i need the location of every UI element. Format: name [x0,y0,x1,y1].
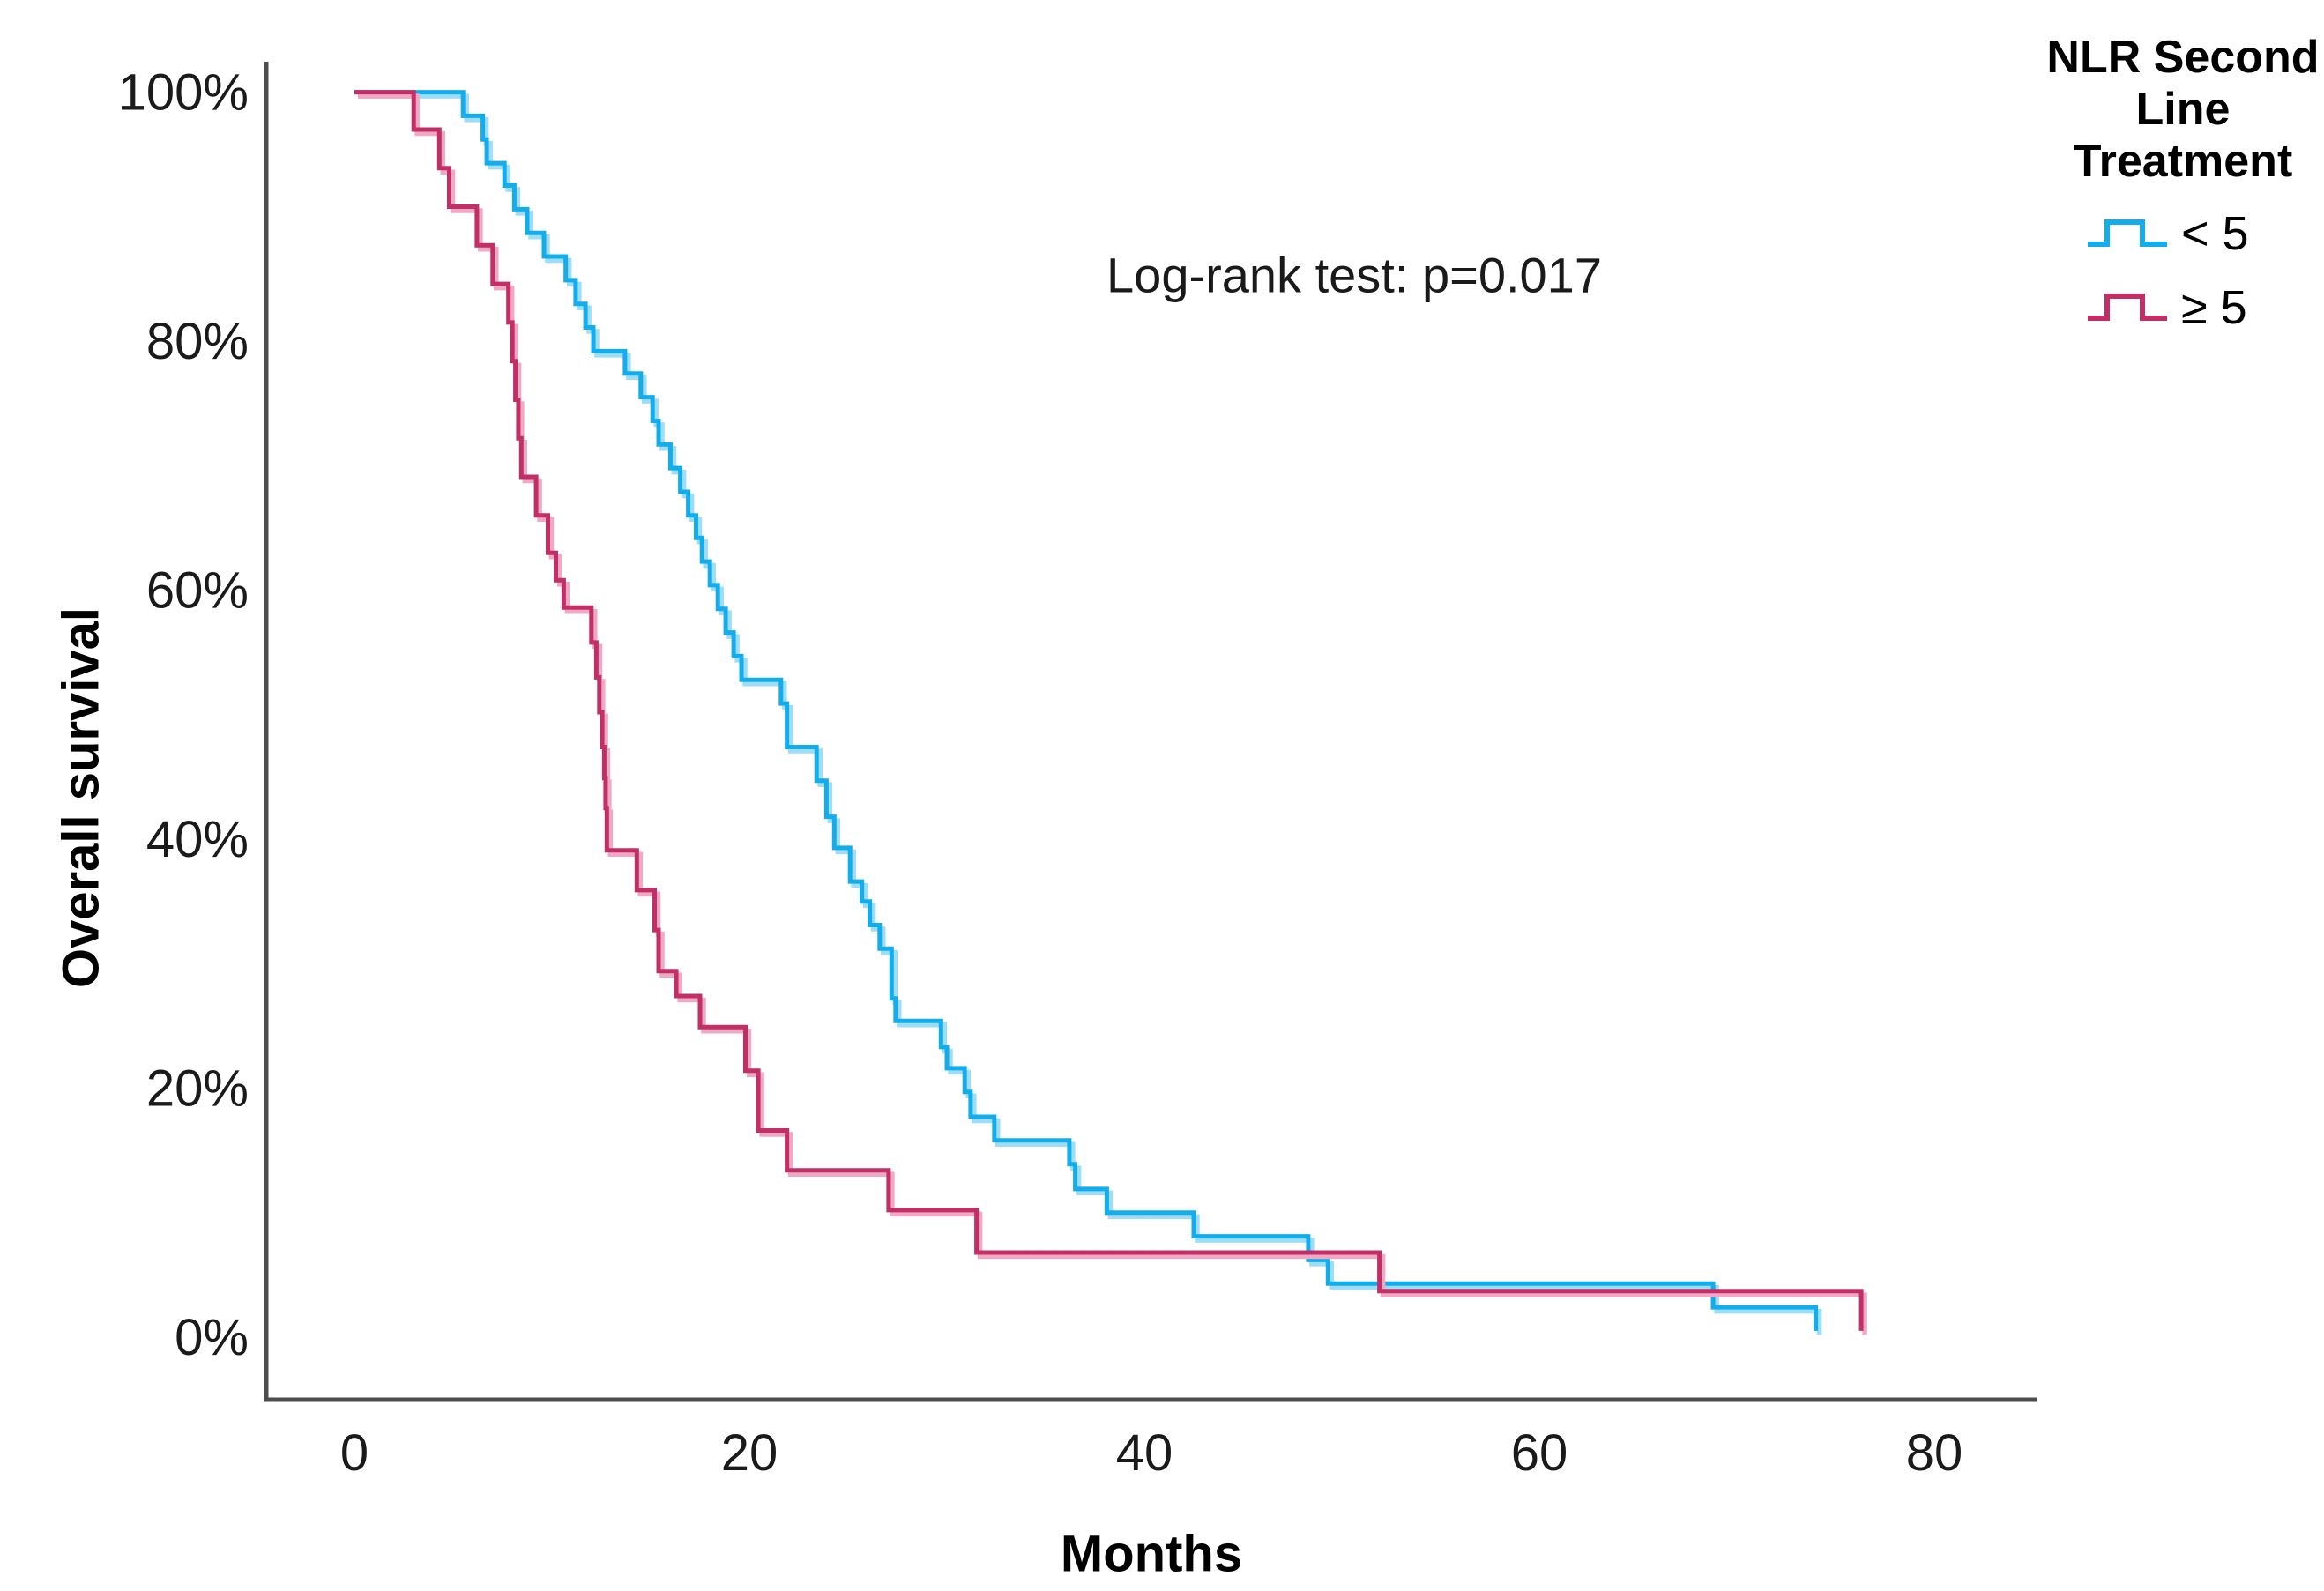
x-tick-label: 60 [1511,1424,1568,1482]
legend-item-gte5: ≥ 5 [2042,280,2324,335]
x-tick-label: 80 [1906,1424,1963,1482]
y-tick-label: 0% [175,1309,249,1366]
legend: NLR Second Line Treatment < 5 ≥ 5 [2042,32,2324,335]
km-curve-shadow-gte5 [358,93,1867,1335]
legend-title: NLR Second Line Treatment [2046,32,2320,187]
y-tick-label: 40% [146,811,249,868]
y-tick-label: 80% [146,313,249,370]
x-tick-label: 20 [721,1424,778,1482]
x-axis-title: Months [1060,1525,1243,1583]
km-curve-lt5 [354,90,1819,1331]
y-tick-label: 100% [118,64,249,122]
legend-label-gte5: ≥ 5 [2181,281,2247,335]
axis-lines [264,62,2037,1402]
x-tick-label: 0 [340,1424,369,1482]
x-tick-label: 40 [1116,1424,1173,1482]
legend-label-lt5: < 5 [2181,207,2249,261]
logrank-annotation: Log-rank test: p=0.017 [1106,247,1602,303]
y-axis-title: Overall survival [52,606,110,989]
km-curve-shadow-lt5 [358,93,1822,1335]
step-line-swatch-pink-icon [2088,294,2167,322]
legend-item-lt5: < 5 [2042,206,2324,261]
y-tick-label: 60% [146,562,249,620]
y-tick-label: 20% [146,1060,249,1118]
km-curve-gte5 [354,90,1864,1331]
step-line-swatch-blue-icon [2088,219,2167,248]
